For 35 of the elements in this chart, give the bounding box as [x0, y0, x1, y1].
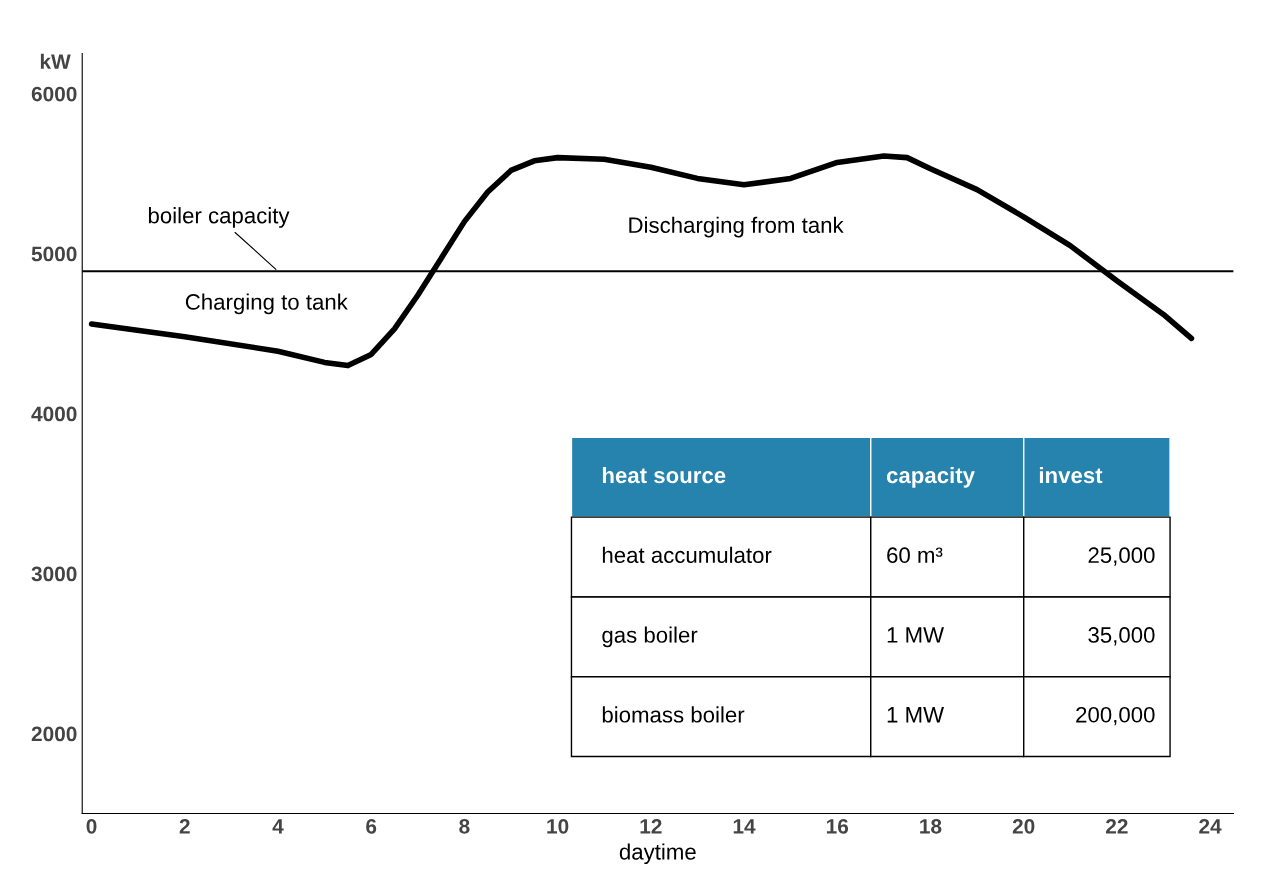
y-tick-label: 3000 — [31, 566, 77, 582]
annotation: invest — [1039, 466, 1103, 484]
annotation: 35,000 — [1088, 627, 1155, 646]
y-tick-label: 4000 — [31, 406, 77, 422]
y-axis-title: kW — [40, 53, 71, 69]
x-tick-label: 6 — [366, 818, 377, 834]
annotation: heat accumulator — [602, 546, 772, 564]
annotation: Discharging from tank — [629, 216, 844, 238]
x-tick-label: 8 — [459, 818, 470, 834]
annotation: 1 MW — [887, 627, 944, 643]
annotation: 60 m³ — [887, 547, 943, 564]
x-tick-label: 16 — [826, 818, 849, 834]
annotation: 200,000 — [1076, 706, 1155, 726]
x-tick-label: 14 — [733, 819, 756, 834]
y-tick-label: 5000 — [31, 246, 77, 262]
annotation: gas boiler — [602, 626, 698, 648]
x-tick-label: 12 — [640, 818, 662, 834]
annotation: capacity — [886, 466, 975, 488]
x-tick-label: 20 — [1012, 818, 1035, 834]
annotation: heat source — [602, 466, 726, 484]
x-tick-label: 10 — [547, 818, 569, 834]
annotation: Charging to tank — [185, 293, 348, 315]
y-tick-label: 6000 — [31, 86, 77, 102]
annotation: 25,000 — [1088, 547, 1155, 566]
x-tick-label: 4 — [272, 819, 284, 834]
x-axis-title: daytime — [619, 843, 696, 865]
x-tick-label: 22 — [1106, 818, 1128, 834]
y-tick-label: 2000 — [31, 726, 77, 742]
x-tick-label: 2 — [179, 818, 190, 834]
ref-line-label: boiler capacity — [148, 207, 290, 228]
x-tick-label: 18 — [920, 818, 942, 834]
x-tick-label: 24 — [1199, 818, 1222, 834]
annotation: 1 MW — [887, 707, 944, 723]
x-tick-label: 0 — [86, 818, 97, 834]
annotation: biomass boiler — [602, 706, 745, 723]
